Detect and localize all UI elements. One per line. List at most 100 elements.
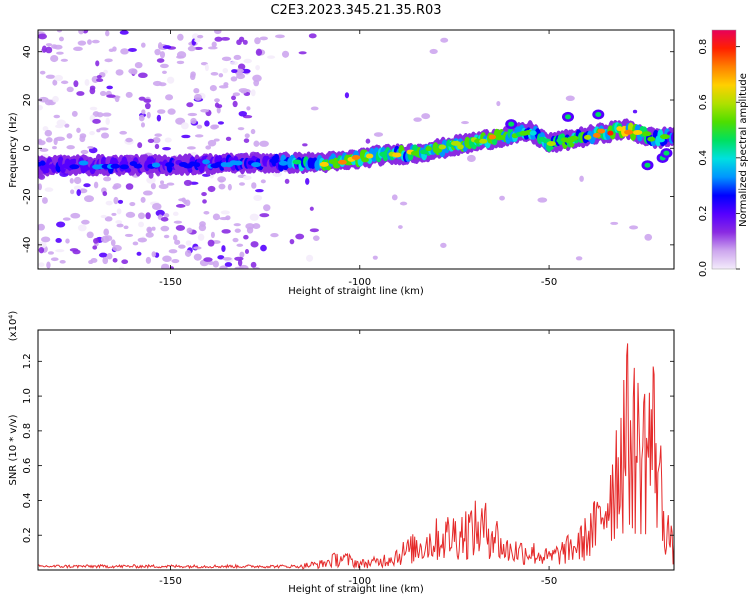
noise-speckle — [162, 146, 172, 151]
noise-speckle — [138, 72, 148, 78]
noise-speckle — [69, 178, 74, 184]
ridge-core — [48, 164, 56, 170]
snr-x-ticks: -150 -100 -50 — [159, 330, 557, 587]
noise-speckle — [194, 134, 204, 138]
snr-x-tick-label: -50 — [541, 576, 557, 587]
noise-speckle — [267, 55, 276, 59]
noise-speckle — [201, 191, 207, 197]
noise-speckle — [629, 225, 639, 230]
noise-speckle — [42, 126, 49, 132]
noise-speckle — [76, 189, 81, 197]
noise-speckle — [38, 241, 47, 249]
ridge-branch-core — [508, 121, 515, 127]
noise-speckle — [289, 238, 295, 245]
spectrogram-frame — [37, 29, 675, 270]
noise-speckle — [151, 203, 162, 211]
ridge-core — [69, 164, 80, 170]
noise-speckle — [52, 146, 57, 150]
noise-speckle — [632, 109, 638, 114]
noise-speckle — [138, 114, 145, 122]
noise-speckle — [44, 129, 53, 137]
noise-speckle — [305, 178, 310, 185]
noise-speckle — [105, 117, 110, 126]
noise-speckle — [245, 223, 255, 230]
noise-speckle — [238, 88, 249, 93]
noise-speckle — [231, 69, 238, 74]
noise-speckle — [211, 41, 217, 48]
noise-speckle — [104, 58, 113, 63]
noise-speckle — [218, 85, 229, 89]
noise-speckle — [221, 56, 232, 62]
ridge-core — [361, 157, 369, 163]
noise-speckle — [252, 223, 261, 230]
noise-speckle — [252, 74, 262, 82]
colorbar-gradient — [712, 30, 736, 269]
noise-speckle — [145, 231, 154, 238]
snr-panel: 0.2 0.4 0.6 0.8 1.0 1.2 -150 -100 -50 SNR (10 *… — [8, 311, 675, 595]
noise-speckle — [102, 112, 112, 117]
noise-speckle — [244, 133, 250, 139]
noise-speckle — [216, 106, 221, 114]
ridge-core — [351, 154, 361, 160]
ridge-core — [119, 164, 129, 170]
noise-speckle — [162, 70, 167, 74]
noise-speckle — [270, 233, 279, 238]
ridge-core — [39, 160, 46, 166]
noise-speckle — [53, 137, 58, 146]
noise-speckle — [610, 221, 619, 225]
noise-speckle — [125, 91, 133, 98]
noise-speckle — [116, 208, 122, 215]
noise-speckle — [181, 134, 191, 139]
noise-speckle — [79, 135, 86, 143]
noise-speckle — [38, 223, 45, 231]
noise-speckle — [231, 95, 237, 101]
noise-speckle — [65, 238, 70, 244]
noise-speckle — [190, 71, 196, 78]
noise-speckle — [565, 95, 575, 102]
snr-y-tick-label: 1.2 — [22, 353, 33, 369]
noise-speckle — [53, 114, 61, 119]
noise-speckle — [255, 48, 263, 56]
noise-speckle — [194, 46, 203, 51]
noise-speckle — [253, 140, 260, 147]
noise-speckle — [152, 80, 163, 87]
noise-speckle — [129, 202, 136, 207]
noise-speckle — [112, 185, 119, 190]
noise-speckle — [141, 42, 146, 48]
snr-y-ticks: 0.2 0.4 0.6 0.8 1.0 1.2 — [22, 353, 674, 543]
colorbar-tick-label: 0.4 — [698, 150, 709, 166]
noise-speckle — [210, 71, 219, 76]
noise-speckle — [55, 136, 65, 142]
noise-speckle — [429, 48, 438, 54]
noise-speckle — [239, 182, 245, 186]
noise-speckle — [62, 217, 71, 221]
noise-speckle — [156, 58, 165, 63]
ridge-core — [78, 160, 89, 166]
noise-speckle — [203, 210, 210, 215]
snr-y-tick-label: 0.4 — [22, 492, 33, 508]
noise-speckle — [190, 117, 197, 125]
snr-y-tick-label: 1.0 — [22, 388, 33, 404]
noise-speckle — [52, 95, 59, 103]
noise-speckle — [87, 145, 94, 149]
noise-speckle — [200, 109, 210, 113]
noise-speckle — [73, 80, 79, 88]
colorbar-tick-label: 0.8 — [698, 39, 709, 55]
spectrogram-background — [38, 30, 674, 269]
noise-speckle — [217, 176, 227, 183]
noise-speckle — [181, 197, 186, 203]
noise-speckle — [80, 149, 89, 155]
noise-speckle — [244, 249, 250, 255]
ridge-core — [660, 134, 670, 140]
noise-speckle — [112, 244, 122, 252]
noise-speckle — [210, 231, 215, 239]
spectrogram-x-axis-label: Height of straight line (km) — [288, 286, 424, 297]
noise-speckle — [121, 259, 129, 265]
noise-speckle — [137, 212, 145, 220]
ridge-core — [616, 126, 623, 132]
noise-speckle — [56, 51, 64, 55]
noise-speckle — [224, 262, 233, 267]
snr-y-tick-label: 0.6 — [22, 458, 33, 474]
noise-speckle — [45, 137, 53, 143]
